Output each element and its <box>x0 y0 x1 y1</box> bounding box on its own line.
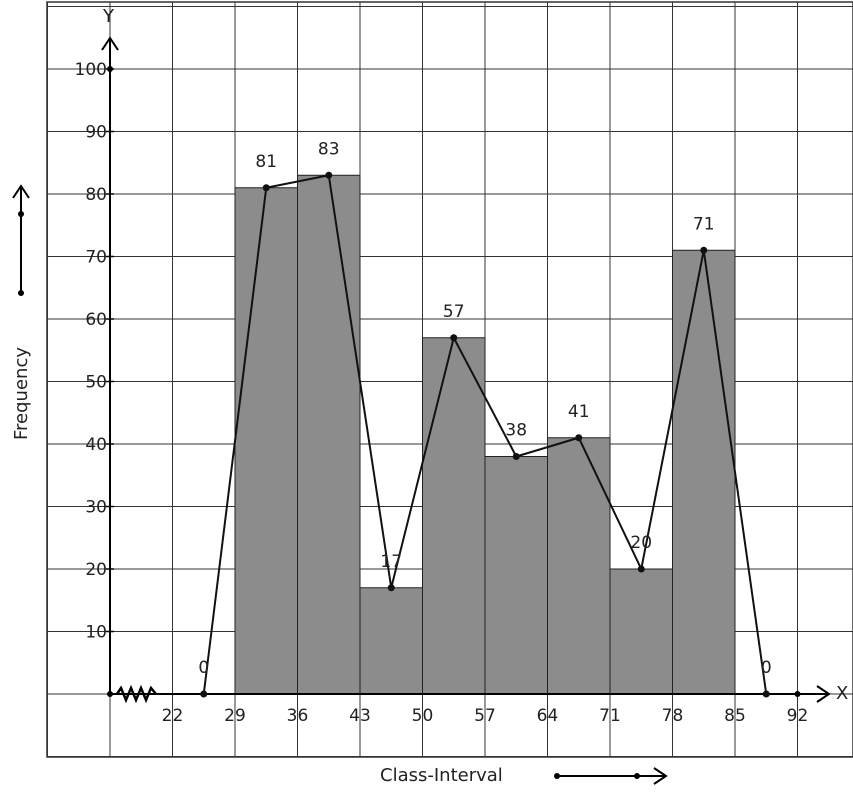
frequency-polygon <box>200 171 770 698</box>
histogram-bar <box>609 568 673 695</box>
data-labels: 0 81 83 17 57 38 41 20 71 0 <box>198 139 771 678</box>
data-label: 57 <box>443 302 465 322</box>
data-label: 0 <box>198 658 209 678</box>
data-label: 41 <box>568 402 590 422</box>
histogram-bar <box>547 437 611 695</box>
histogram-bar <box>672 249 736 695</box>
y-direction-arrow-icon <box>12 184 30 296</box>
histogram-bar <box>234 187 298 695</box>
x-tick-label: 57 <box>474 706 496 726</box>
y-tick-label: 90 <box>85 123 107 143</box>
polygon-point <box>262 184 270 192</box>
y-axis-arrowhead <box>101 36 119 51</box>
histogram-bar <box>484 456 548 695</box>
polygon-point <box>450 334 458 342</box>
x-axis-letter: X <box>836 683 848 704</box>
y-axis-title: Frequency <box>11 347 32 440</box>
y-tick-label: 50 <box>85 373 107 393</box>
polygon-point <box>200 690 208 698</box>
y-tick-label: 60 <box>85 310 107 330</box>
x-tick-label: 71 <box>599 706 621 726</box>
histogram-bars <box>234 174 736 695</box>
x-tick-label: 50 <box>412 706 434 726</box>
data-label: 20 <box>630 533 652 553</box>
y-tick-label: 100 <box>75 60 107 80</box>
polygon-point <box>700 246 708 254</box>
x-tick-label: 92 <box>787 706 809 726</box>
data-label: 17 <box>380 552 402 572</box>
x-tick-label: 64 <box>537 706 559 726</box>
data-label: 81 <box>255 152 277 172</box>
grid-border <box>46 1 853 758</box>
x-axis-end-point <box>794 691 801 697</box>
polygon-point <box>637 565 645 573</box>
polygon-point <box>325 171 333 179</box>
histogram-bar <box>297 174 361 695</box>
data-label: 71 <box>693 214 715 234</box>
y-tick-label: 40 <box>85 435 107 455</box>
data-label: 0 <box>761 658 772 678</box>
polygon-point <box>762 690 770 698</box>
x-tick-label: 29 <box>224 706 246 726</box>
y-tick-label: 80 <box>85 185 107 205</box>
histogram-bar <box>422 337 486 695</box>
polygon-point <box>575 434 583 442</box>
histogram-bar <box>359 587 423 695</box>
tick-labels: 22 29 36 43 50 57 64 71 78 85 92 10 20 30 40 50 60 70 80 90… <box>75 60 809 726</box>
x-tick-label: 85 <box>724 706 746 726</box>
polygon-point <box>387 584 395 592</box>
x-tick-label: 36 <box>287 706 309 726</box>
x-axis-arrowhead <box>816 685 831 703</box>
y-tick-label: 20 <box>85 560 107 580</box>
origin-point <box>107 691 113 697</box>
x-tick-label: 78 <box>662 706 684 726</box>
data-label: 83 <box>318 139 340 159</box>
y-axis-letter: Y <box>102 6 115 27</box>
x-tick-label: 22 <box>162 706 184 726</box>
axis-break-icon <box>115 684 157 704</box>
y-tick-label: 70 <box>85 248 107 268</box>
frequency-polygon-line <box>202 174 768 695</box>
polygon-point <box>512 453 520 460</box>
x-tick-label: 43 <box>349 706 371 726</box>
y-tick-label: 30 <box>85 498 107 518</box>
data-label: 38 <box>505 421 527 441</box>
axes <box>101 36 831 703</box>
x-direction-arrow-icon <box>554 767 668 785</box>
x-axis-title: Class-Interval <box>380 765 503 786</box>
y-tick-label: 10 <box>85 623 107 643</box>
